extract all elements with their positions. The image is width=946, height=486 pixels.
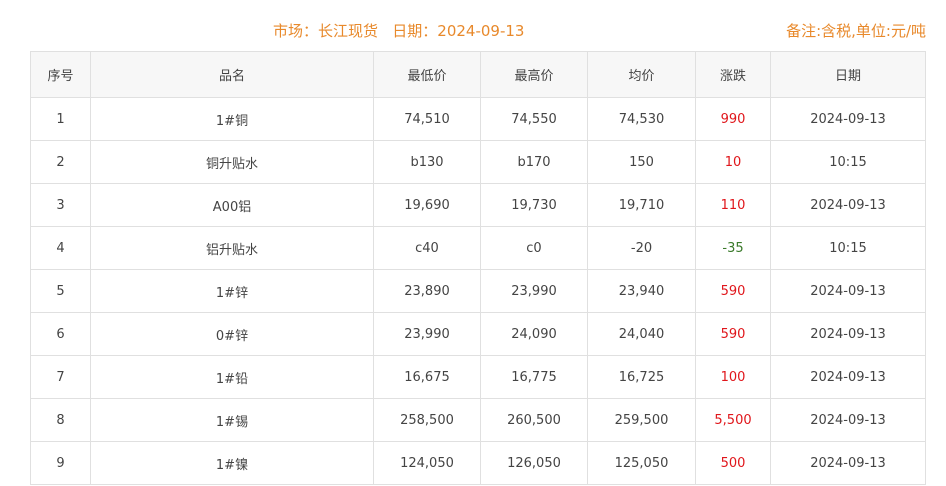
table-row: 2 铜升贴水 b130 b170 150 10 10:15 (30, 140, 926, 184)
date: 2024-09-13 (770, 269, 926, 313)
col-header-no: 序号 (30, 51, 91, 98)
col-header-high: 最高价 (480, 51, 588, 98)
price-change: 500 (695, 441, 771, 485)
low-price: 74,510 (373, 97, 481, 141)
col-header-low: 最低价 (373, 51, 481, 98)
row-number: 9 (30, 441, 91, 485)
high-price: c0 (480, 226, 588, 270)
low-price: 258,500 (373, 398, 481, 442)
row-number: 4 (30, 226, 91, 270)
low-price: 23,890 (373, 269, 481, 313)
product-name: 铜升贴水 (90, 140, 374, 184)
high-price: 24,090 (480, 312, 588, 356)
avg-price: -20 (587, 226, 696, 270)
price-change: -35 (695, 226, 771, 270)
product-name: 1#铅 (90, 355, 374, 399)
date: 2024-09-13 (770, 398, 926, 442)
high-price: 23,990 (480, 269, 588, 313)
price-table: 序号 品名 最低价 最高价 均价 涨跌 日期 1 1#铜 74,510 74,550 7… (30, 51, 926, 485)
table-row: 6 0#锌 23,990 24,090 24,040 590 2024-09-13 (30, 312, 926, 356)
col-header-change: 涨跌 (695, 51, 771, 98)
row-number: 5 (30, 269, 91, 313)
avg-price: 259,500 (587, 398, 696, 442)
row-number: 1 (30, 97, 91, 141)
avg-price: 24,040 (587, 312, 696, 356)
low-price: 23,990 (373, 312, 481, 356)
product-name: 0#锌 (90, 312, 374, 356)
avg-price: 19,710 (587, 183, 696, 227)
price-change: 110 (695, 183, 771, 227)
table-row: 5 1#锌 23,890 23,990 23,940 590 2024-09-13 (30, 269, 926, 313)
avg-price: 23,940 (587, 269, 696, 313)
product-name: 1#铜 (90, 97, 374, 141)
date: 2024-09-13 (770, 312, 926, 356)
price-change: 590 (695, 312, 771, 356)
row-number: 7 (30, 355, 91, 399)
price-change: 5,500 (695, 398, 771, 442)
avg-price: 150 (587, 140, 696, 184)
table-row: 3 A00铝 19,690 19,730 19,710 110 2024-09-13 (30, 183, 926, 227)
date: 10:15 (770, 140, 926, 184)
product-name: 铝升贴水 (90, 226, 374, 270)
date: 2024-09-13 (770, 355, 926, 399)
low-price: b130 (373, 140, 481, 184)
low-price: 124,050 (373, 441, 481, 485)
price-change: 10 (695, 140, 771, 184)
low-price: 19,690 (373, 183, 481, 227)
date: 2024-09-13 (770, 441, 926, 485)
high-price: b170 (480, 140, 588, 184)
high-price: 19,730 (480, 183, 588, 227)
row-number: 8 (30, 398, 91, 442)
row-number: 3 (30, 183, 91, 227)
date: 2024-09-13 (770, 97, 926, 141)
col-header-avg: 均价 (587, 51, 696, 98)
table-row: 8 1#锡 258,500 260,500 259,500 5,500 2024-09-13 (30, 398, 926, 442)
product-name: 1#锡 (90, 398, 374, 442)
price-change: 100 (695, 355, 771, 399)
product-name: 1#镍 (90, 441, 374, 485)
table-row: 9 1#镍 124,050 126,050 125,050 500 2024-09-13 (30, 441, 926, 485)
table-row: 4 铝升贴水 c40 c0 -20 -35 10:15 (30, 226, 926, 270)
high-price: 126,050 (480, 441, 588, 485)
avg-price: 16,725 (587, 355, 696, 399)
col-header-name: 品名 (90, 51, 374, 98)
avg-price: 74,530 (587, 97, 696, 141)
price-change: 990 (695, 97, 771, 141)
unit-note: 备注:含税,单位:元/吨 (786, 22, 926, 40)
high-price: 16,775 (480, 355, 588, 399)
product-name: 1#锌 (90, 269, 374, 313)
table-row: 7 1#铅 16,675 16,775 16,725 100 2024-09-13 (30, 355, 926, 399)
market-date-title: 市场：长江现货 日期：2024-09-13 (273, 22, 525, 40)
row-number: 2 (30, 140, 91, 184)
avg-price: 125,050 (587, 441, 696, 485)
price-change: 590 (695, 269, 771, 313)
low-price: 16,675 (373, 355, 481, 399)
date: 10:15 (770, 226, 926, 270)
col-header-date: 日期 (770, 51, 926, 98)
product-name: A00铝 (90, 183, 374, 227)
high-price: 74,550 (480, 97, 588, 141)
low-price: c40 (373, 226, 481, 270)
high-price: 260,500 (480, 398, 588, 442)
table-row: 1 1#铜 74,510 74,550 74,530 990 2024-09-13 (30, 97, 926, 141)
row-number: 6 (30, 312, 91, 356)
table-header-row: 序号 品名 最低价 最高价 均价 涨跌 日期 (30, 51, 926, 98)
date: 2024-09-13 (770, 183, 926, 227)
